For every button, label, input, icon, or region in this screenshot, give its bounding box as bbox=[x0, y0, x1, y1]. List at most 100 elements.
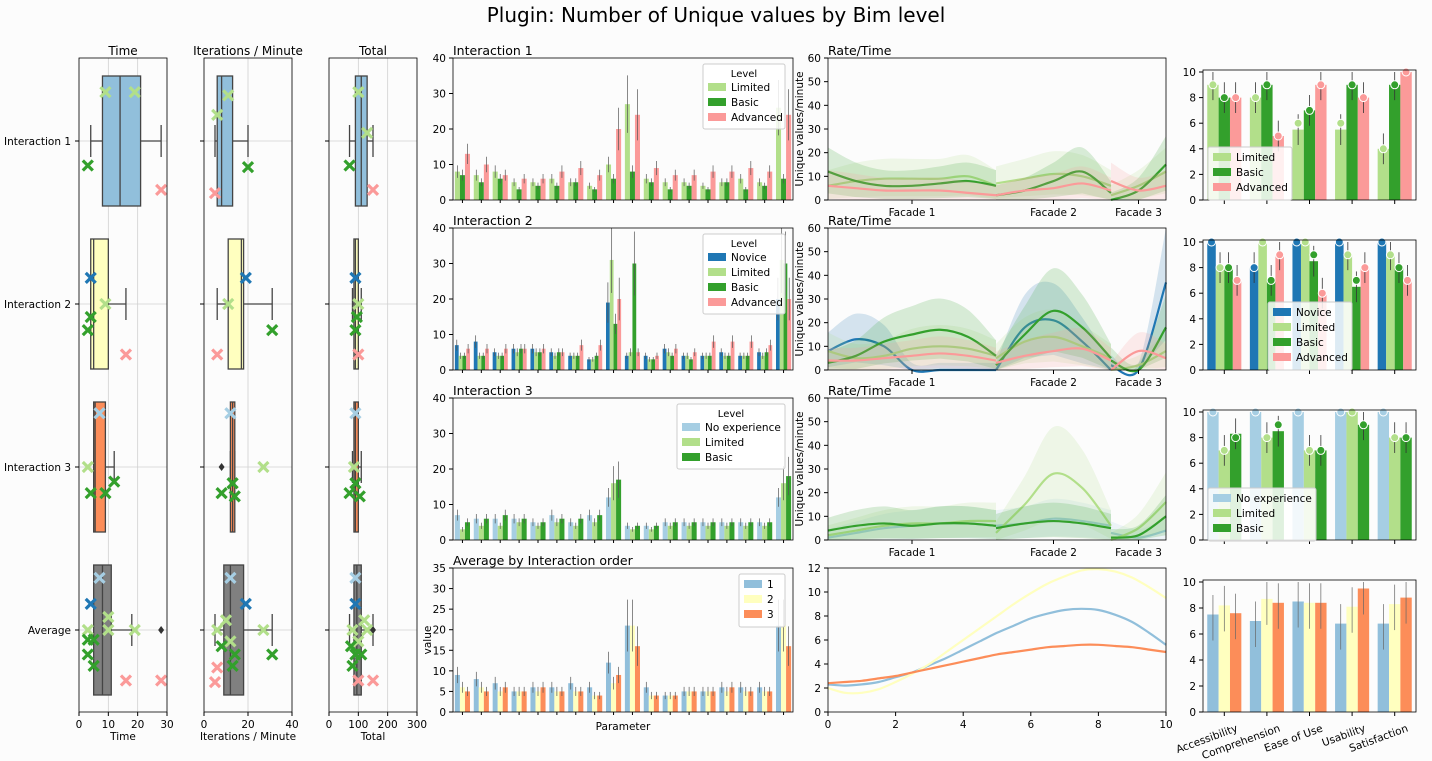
bar bbox=[1389, 604, 1401, 712]
data-point bbox=[1309, 250, 1319, 260]
data-point bbox=[1293, 118, 1303, 128]
x-tick-label: 30 bbox=[160, 719, 173, 731]
bar bbox=[478, 182, 484, 200]
x-axis-label: Iterations / Minute bbox=[200, 731, 296, 743]
axes-frame bbox=[328, 57, 418, 713]
bar bbox=[594, 355, 599, 370]
y-tick-label: 20 bbox=[433, 294, 446, 306]
bar bbox=[616, 479, 622, 540]
bar bbox=[1357, 424, 1370, 540]
y-tick-label: 8 bbox=[1189, 433, 1196, 445]
scatter-point bbox=[215, 486, 228, 500]
scatter-point bbox=[266, 648, 279, 661]
data-point bbox=[1207, 237, 1217, 247]
scatter-point bbox=[343, 486, 356, 500]
scatter-point bbox=[211, 623, 224, 637]
bar bbox=[1389, 84, 1401, 200]
scatter-point bbox=[352, 297, 365, 311]
bar bbox=[662, 348, 667, 370]
scatter-point bbox=[208, 676, 222, 689]
confidence-band bbox=[996, 426, 1111, 540]
axes-frame bbox=[827, 567, 1167, 713]
y-tick-label: 30 bbox=[808, 124, 821, 136]
bar bbox=[535, 525, 541, 540]
x-tick-label: Facade 3 bbox=[1115, 547, 1162, 559]
bar-chart-1: 0 10 20 30 40 Interaction 2 Level Novice Limited… bbox=[433, 213, 794, 377]
bar bbox=[692, 352, 697, 370]
bar bbox=[1315, 602, 1327, 712]
legend-box bbox=[1207, 487, 1317, 542]
bar bbox=[1346, 606, 1358, 712]
bar bbox=[1229, 433, 1242, 540]
legend-label: 1 bbox=[767, 579, 774, 591]
bar bbox=[634, 525, 640, 540]
bar bbox=[473, 518, 479, 540]
bar bbox=[478, 687, 484, 712]
bar bbox=[573, 691, 579, 712]
bar bbox=[632, 263, 637, 370]
bar bbox=[674, 348, 678, 370]
bar bbox=[549, 352, 554, 370]
axes-title: Iterations / Minute bbox=[193, 44, 303, 58]
bar bbox=[553, 355, 557, 370]
scatter-point bbox=[352, 85, 365, 99]
legend-swatch bbox=[708, 83, 726, 91]
legend-title: Level bbox=[731, 239, 757, 250]
y-tick-label: 20 bbox=[433, 124, 446, 136]
axes-title: Rate/Time bbox=[828, 213, 892, 228]
y-tick-label: 50 bbox=[808, 417, 821, 429]
bar bbox=[776, 497, 782, 540]
legend-swatch bbox=[1273, 338, 1291, 346]
bar bbox=[459, 529, 465, 540]
scatter-point bbox=[99, 297, 112, 311]
series-line bbox=[827, 522, 997, 532]
bar bbox=[767, 691, 773, 712]
bar bbox=[691, 691, 697, 712]
bar bbox=[719, 352, 724, 370]
scatter-point bbox=[228, 648, 241, 661]
confidence-band bbox=[828, 313, 996, 370]
scatter-point bbox=[99, 486, 112, 500]
x-tick-label: 10 bbox=[1159, 719, 1172, 731]
legend-swatch bbox=[1213, 183, 1231, 191]
legend-swatch bbox=[1213, 509, 1231, 517]
bar bbox=[568, 683, 574, 712]
box bbox=[93, 401, 107, 533]
y-tick-label: 30 bbox=[808, 464, 821, 476]
scatter-point bbox=[239, 597, 252, 611]
bar bbox=[606, 497, 612, 540]
scatter-point bbox=[215, 640, 228, 653]
bar bbox=[700, 522, 706, 540]
axes-frame bbox=[827, 397, 1167, 541]
x-axis-label: Total bbox=[360, 731, 386, 743]
bar bbox=[1215, 267, 1225, 370]
bar bbox=[711, 341, 716, 370]
legend-label: Limited bbox=[1236, 152, 1275, 164]
x-tick-label: 10 bbox=[102, 719, 115, 731]
data-point bbox=[1358, 93, 1368, 103]
bar bbox=[776, 299, 780, 370]
bar bbox=[1249, 412, 1262, 540]
bar bbox=[616, 129, 622, 200]
y-tick-label: 6 bbox=[814, 635, 821, 647]
box-plot-2: 0 100 200 300 Total Total bbox=[325, 44, 427, 743]
data-point bbox=[1262, 80, 1272, 90]
data-point bbox=[1258, 237, 1268, 247]
y-tick-label: 0 bbox=[814, 195, 821, 207]
legend-swatch bbox=[708, 253, 726, 261]
bar bbox=[462, 355, 467, 370]
y-tick-label: 2 bbox=[1189, 339, 1196, 351]
bar bbox=[549, 515, 555, 540]
y-tick-label: 30 bbox=[808, 294, 821, 306]
bar bbox=[786, 646, 792, 712]
data-point bbox=[1394, 263, 1404, 273]
bar bbox=[540, 522, 546, 540]
data-point bbox=[1251, 407, 1261, 417]
axes-title: Total bbox=[358, 44, 387, 58]
series-line bbox=[995, 472, 1112, 534]
bar bbox=[1261, 598, 1273, 712]
line-chart-1: 0 10 20 30 40 50 60 Facade 1 Facade 2 Facade 3 Rat… bbox=[794, 213, 1168, 389]
bar bbox=[634, 646, 640, 712]
rating-chart-2: 0 2 4 6 8 10 No experience Limited Basic bbox=[1183, 407, 1417, 547]
bar bbox=[634, 114, 640, 200]
